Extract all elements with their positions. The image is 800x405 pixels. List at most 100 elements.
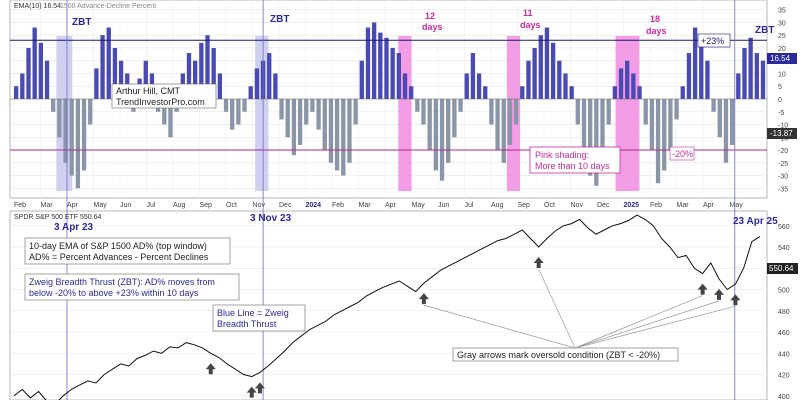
top-bar-68 bbox=[433, 99, 439, 171]
top-bar-0 bbox=[14, 86, 19, 99]
top-bar-35 bbox=[230, 99, 235, 130]
top-bar-77 bbox=[489, 99, 494, 125]
minus20-label-box bbox=[669, 146, 695, 161]
top-y-tick-label-1: -30 bbox=[778, 174, 788, 181]
top-bar-74 bbox=[470, 53, 476, 99]
oversold-arrow-2 bbox=[246, 386, 257, 398]
ad-note-line2: AD% = Percent Advances - Percent Decline… bbox=[29, 252, 209, 262]
top-bar-11 bbox=[81, 99, 87, 171]
top-bar-94 bbox=[594, 99, 599, 186]
oversold-arrow-7 bbox=[714, 288, 725, 300]
top-bar-60 bbox=[384, 37, 389, 99]
top-bar-10 bbox=[75, 99, 81, 189]
top-bar-43 bbox=[279, 99, 284, 120]
top-x-tick-label-13: Mar bbox=[359, 202, 372, 209]
top-bar-106 bbox=[668, 99, 673, 151]
top-bar-42 bbox=[273, 73, 278, 99]
date-label-23apr25: 23 Apr 25 bbox=[733, 216, 778, 227]
top-bar-47 bbox=[304, 99, 309, 125]
top-bar-113 bbox=[711, 99, 716, 112]
top-bar-117 bbox=[736, 73, 741, 99]
top-bar-65 bbox=[415, 99, 420, 112]
top-y-tick-label-6: -5 bbox=[778, 110, 784, 117]
top-bar-55 bbox=[353, 99, 358, 125]
top-x-tick-label-15: May bbox=[412, 202, 426, 209]
ad-note-box bbox=[24, 237, 231, 265]
top-bar-82 bbox=[520, 86, 525, 99]
bottom-y-tick-label-4: 480 bbox=[778, 309, 790, 316]
top-x-tick-label-0: Feb bbox=[14, 202, 26, 209]
top-y-tick-label-14: 35 bbox=[778, 8, 786, 15]
top-bar-118 bbox=[742, 47, 747, 99]
price-last-value-box bbox=[767, 263, 798, 274]
top-bar-86 bbox=[544, 27, 550, 100]
bottom-y-tick-label-0: 400 bbox=[778, 394, 790, 400]
top-bar-104 bbox=[655, 99, 661, 184]
top-bar-6 bbox=[51, 99, 56, 112]
top-bar-45 bbox=[291, 99, 297, 156]
top-bar-66 bbox=[421, 99, 426, 125]
top-bar-108 bbox=[680, 86, 685, 99]
top-x-tick-label-14: Apr bbox=[385, 202, 397, 209]
price-series-line bbox=[13, 214, 761, 405]
zbt-label-nov23: ZBT bbox=[270, 14, 289, 25]
zbt-label-apr23: ZBT bbox=[72, 17, 91, 28]
top-x-axis: Feb Mar Apr May Jun Jul Aug Sep Oct Nov Dec 2024 Feb… bbox=[14, 202, 743, 209]
top-x-tick-label-5: Jul bbox=[147, 202, 156, 209]
top-bar-58 bbox=[371, 22, 377, 100]
top-bar-120 bbox=[754, 53, 759, 99]
top-bar-112 bbox=[705, 60, 710, 99]
bottom-panel-title: SPDR S&P 500 ETF 550.64 bbox=[14, 214, 102, 221]
top-x-tick-label-24: Feb bbox=[650, 202, 662, 209]
top-bar-116 bbox=[729, 99, 735, 145]
top-bar-95 bbox=[600, 99, 605, 163]
top-y-tick-label-5: -10 bbox=[778, 123, 788, 130]
top-bar-33 bbox=[217, 73, 223, 99]
top-panel-title: EMA(10) 16.54 bbox=[14, 3, 61, 10]
bottom-y-axis: 400420440460480500520540560 bbox=[778, 224, 790, 401]
oversold-arrow-3 bbox=[254, 382, 265, 394]
top-x-tick-label-4: Jun bbox=[120, 202, 131, 209]
top-bar-38 bbox=[248, 86, 253, 99]
top-bar-103 bbox=[649, 99, 655, 151]
oversold-arrow-8 bbox=[730, 294, 741, 306]
top-bar-52 bbox=[334, 99, 340, 171]
top-shading-region-2 bbox=[398, 36, 412, 191]
top-bar-2 bbox=[26, 47, 31, 99]
minus20-label: -20% bbox=[672, 149, 693, 159]
pink-shading-note-line1: Pink shading: bbox=[535, 150, 589, 160]
bottom-y-tick-label-8: 560 bbox=[778, 224, 790, 231]
top-bar-49 bbox=[316, 99, 321, 130]
top-bar-53 bbox=[341, 99, 346, 176]
blue-line-note-box bbox=[212, 304, 306, 332]
top-y-tick-label-3: -20 bbox=[778, 148, 788, 155]
top-bar-36 bbox=[236, 99, 241, 125]
top-bar-88 bbox=[557, 60, 562, 99]
top-x-tick-label-7: Sep bbox=[200, 202, 213, 209]
top-bar-67 bbox=[427, 99, 432, 151]
pointer-line-2 bbox=[574, 295, 703, 349]
top-bar-24 bbox=[162, 99, 167, 125]
top-bar-63 bbox=[402, 73, 408, 99]
top-bar-98 bbox=[618, 68, 624, 99]
top-bar-64 bbox=[409, 86, 414, 99]
date-label-3nov23: 3 Nov 23 bbox=[250, 213, 292, 224]
top-bar-71 bbox=[452, 99, 457, 138]
days-label-11-line2: days bbox=[520, 20, 541, 30]
top-bar-105 bbox=[662, 99, 667, 171]
top-x-tick-label-10: Dec bbox=[279, 202, 292, 209]
author-name: Arthur Hill, CMT bbox=[116, 86, 181, 96]
top-bar-4 bbox=[38, 42, 44, 99]
top-bar-110 bbox=[692, 27, 698, 100]
oversold-arrow-5 bbox=[533, 257, 544, 268]
top-y-tick-label-0: -35 bbox=[778, 186, 788, 193]
top-x-tick-label-22: Dec bbox=[597, 202, 610, 209]
top-bar-9 bbox=[69, 99, 74, 176]
gray-arrow-note: Gray arrows mark oversold condition (ZBT… bbox=[457, 350, 660, 360]
top-bar-96 bbox=[606, 99, 611, 125]
top-bar-93 bbox=[588, 99, 593, 176]
top-x-tick-label-21: Nov bbox=[571, 202, 584, 209]
plus23-label: +23% bbox=[701, 36, 724, 46]
top-bar-72 bbox=[458, 99, 463, 112]
